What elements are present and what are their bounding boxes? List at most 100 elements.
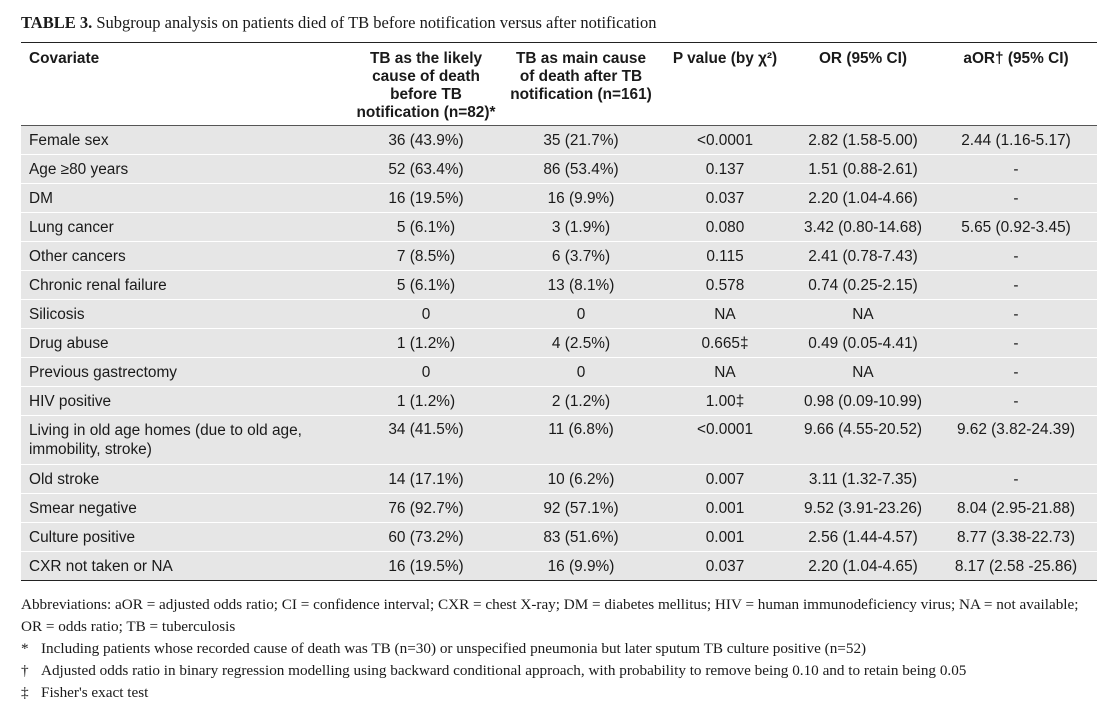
or-cell: 3.11 (1.32-7.35) (791, 464, 935, 494)
after-cell: 16 (9.9%) (503, 183, 659, 213)
before-cell: 0 (349, 357, 503, 387)
covariate-cell: Female sex (21, 125, 349, 155)
covariate-cell: Previous gastrectomy (21, 357, 349, 387)
or-cell: 0.98 (0.09-10.99) (791, 386, 935, 416)
table-row: Other cancers 7 (8.5%) 6 (3.7%) 0.115 2.… (21, 241, 1097, 271)
p-value-cell: 0.001 (659, 493, 791, 523)
caption-label: TABLE 3. (21, 13, 93, 32)
p-value-cell: 0.578 (659, 270, 791, 300)
aor-cell: - (935, 357, 1097, 387)
after-cell: 92 (57.1%) (503, 493, 659, 523)
footnote-dagger: † Adjusted odds ratio in binary regressi… (21, 660, 1099, 682)
covariate-cell: Old stroke (21, 464, 349, 494)
or-cell: NA (791, 357, 935, 387)
header-after-notification: TB as main cause of death after TB notif… (503, 42, 659, 126)
after-cell: 6 (3.7%) (503, 241, 659, 271)
header-covariate: Covariate (21, 42, 349, 126)
p-value-cell: 0.037 (659, 551, 791, 581)
footnote-symbol: * (21, 640, 29, 657)
after-cell: 0 (503, 357, 659, 387)
covariate-cell: DM (21, 183, 349, 213)
table-row: Smear negative 76 (92.7%) 92 (57.1%) 0.0… (21, 493, 1097, 523)
header-before-notification: TB as the likely cause of death before T… (349, 42, 503, 126)
after-cell: 10 (6.2%) (503, 464, 659, 494)
header-aor: aOR† (95% CI) (935, 42, 1097, 126)
after-cell: 35 (21.7%) (503, 125, 659, 155)
table-header-row: Covariate TB as the likely cause of deat… (21, 42, 1097, 126)
before-cell: 34 (41.5%) (349, 415, 503, 465)
before-cell: 14 (17.1%) (349, 464, 503, 494)
before-cell: 1 (1.2%) (349, 328, 503, 358)
footnote-symbol: ‡ (21, 684, 29, 701)
table-row: Culture positive 60 (73.2%) 83 (51.6%) 0… (21, 522, 1097, 552)
aor-cell: 2.44 (1.16-5.17) (935, 125, 1097, 155)
before-cell: 52 (63.4%) (349, 154, 503, 184)
aor-cell: - (935, 464, 1097, 494)
or-cell: NA (791, 299, 935, 329)
aor-cell: - (935, 154, 1097, 184)
header-p-value: P value (by χ²) (659, 42, 791, 126)
covariate-cell: Drug abuse (21, 328, 349, 358)
table-row: Female sex 36 (43.9%) 35 (21.7%) <0.0001… (21, 125, 1097, 155)
footnote-double-dagger: ‡ Fisher's exact test (21, 682, 1099, 704)
table-row: Lung cancer 5 (6.1%) 3 (1.9%) 0.080 3.42… (21, 212, 1097, 242)
or-cell: 9.52 (3.91-23.26) (791, 493, 935, 523)
table-row: Living in old age homes (due to old age,… (21, 415, 1097, 465)
aor-cell: - (935, 270, 1097, 300)
p-value-cell: 1.00‡ (659, 386, 791, 416)
before-cell: 36 (43.9%) (349, 125, 503, 155)
table-row: Chronic renal failure 5 (6.1%) 13 (8.1%)… (21, 270, 1097, 300)
after-cell: 13 (8.1%) (503, 270, 659, 300)
aor-cell: - (935, 299, 1097, 329)
p-value-cell: NA (659, 299, 791, 329)
covariate-cell: CXR not taken or NA (21, 551, 349, 581)
covariate-cell: Living in old age homes (due to old age,… (21, 415, 349, 465)
after-cell: 0 (503, 299, 659, 329)
aor-cell: 9.62 (3.82-24.39) (935, 415, 1097, 465)
or-cell: 2.82 (1.58-5.00) (791, 125, 935, 155)
aor-cell: 8.17 (2.58 -25.86) (935, 551, 1097, 581)
table-row: Old stroke 14 (17.1%) 10 (6.2%) 0.007 3.… (21, 464, 1097, 494)
before-cell: 60 (73.2%) (349, 522, 503, 552)
after-cell: 2 (1.2%) (503, 386, 659, 416)
table-row: DM 16 (19.5%) 16 (9.9%) 0.037 2.20 (1.04… (21, 183, 1097, 213)
before-cell: 7 (8.5%) (349, 241, 503, 271)
or-cell: 2.20 (1.04-4.66) (791, 183, 935, 213)
p-value-cell: 0.115 (659, 241, 791, 271)
aor-cell: 5.65 (0.92-3.45) (935, 212, 1097, 242)
before-cell: 16 (19.5%) (349, 551, 503, 581)
after-cell: 16 (9.9%) (503, 551, 659, 581)
covariate-cell: Age ≥80 years (21, 154, 349, 184)
after-cell: 86 (53.4%) (503, 154, 659, 184)
table-row: HIV positive 1 (1.2%) 2 (1.2%) 1.00‡ 0.9… (21, 386, 1097, 416)
or-cell: 0.74 (0.25-2.15) (791, 270, 935, 300)
or-cell: 2.20 (1.04-4.65) (791, 551, 935, 581)
table-row: Age ≥80 years 52 (63.4%) 86 (53.4%) 0.13… (21, 154, 1097, 184)
footnote-asterisk: * Including patients whose recorded caus… (21, 638, 1099, 660)
covariate-cell: Chronic renal failure (21, 270, 349, 300)
before-cell: 0 (349, 299, 503, 329)
covariate-cell: Other cancers (21, 241, 349, 271)
or-cell: 1.51 (0.88-2.61) (791, 154, 935, 184)
footnote-text: Including patients whose recorded cause … (41, 640, 867, 657)
aor-cell: - (935, 328, 1097, 358)
table-row: Previous gastrectomy 0 0 NA NA - (21, 357, 1097, 387)
table-caption: TABLE 3. Subgroup analysis on patients d… (21, 13, 656, 33)
or-cell: 2.56 (1.44-4.57) (791, 522, 935, 552)
table-row: Drug abuse 1 (1.2%) 4 (2.5%) 0.665‡ 0.49… (21, 328, 1097, 358)
after-cell: 83 (51.6%) (503, 522, 659, 552)
p-value-cell: 0.665‡ (659, 328, 791, 358)
aor-cell: 8.04 (2.95-21.88) (935, 493, 1097, 523)
or-cell: 3.42 (0.80-14.68) (791, 212, 935, 242)
covariate-cell: Silicosis (21, 299, 349, 329)
or-cell: 0.49 (0.05-4.41) (791, 328, 935, 358)
covariate-cell: Smear negative (21, 493, 349, 523)
before-cell: 1 (1.2%) (349, 386, 503, 416)
p-value-cell: 0.137 (659, 154, 791, 184)
header-or: OR (95% CI) (791, 42, 935, 126)
or-cell: 2.41 (0.78-7.43) (791, 241, 935, 271)
or-cell: 9.66 (4.55-20.52) (791, 415, 935, 465)
footnote-symbol: † (21, 662, 29, 679)
caption-text: Subgroup analysis on patients died of TB… (96, 13, 657, 32)
footnote-text: Adjusted odds ratio in binary regression… (41, 662, 967, 679)
